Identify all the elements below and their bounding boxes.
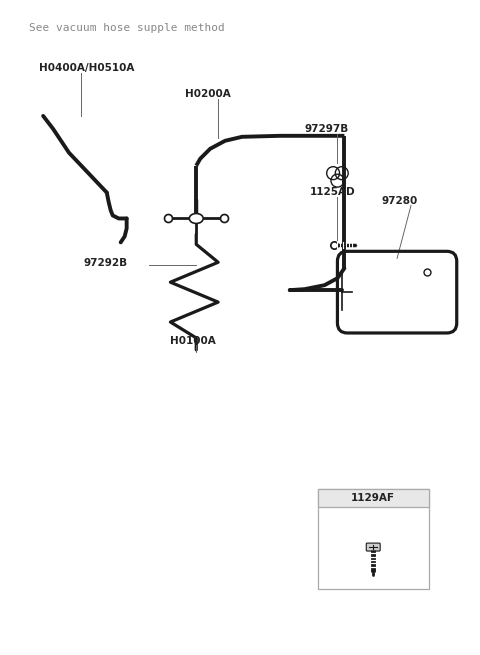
Text: H0400A/H0510A: H0400A/H0510A (39, 63, 134, 73)
Text: H0100A: H0100A (170, 336, 216, 346)
Text: See vacuum hose supple method: See vacuum hose supple method (29, 24, 225, 33)
Text: 97292B: 97292B (84, 258, 128, 269)
Text: H0200A: H0200A (185, 89, 231, 99)
Text: 1125AD: 1125AD (310, 187, 355, 196)
Bar (318, 489, 429, 589)
Text: 1129AF: 1129AF (351, 493, 395, 503)
Bar (318, 489, 429, 507)
FancyBboxPatch shape (366, 543, 380, 551)
Text: 97280: 97280 (381, 196, 418, 206)
Text: 97297B: 97297B (305, 124, 349, 134)
Ellipse shape (189, 214, 203, 223)
